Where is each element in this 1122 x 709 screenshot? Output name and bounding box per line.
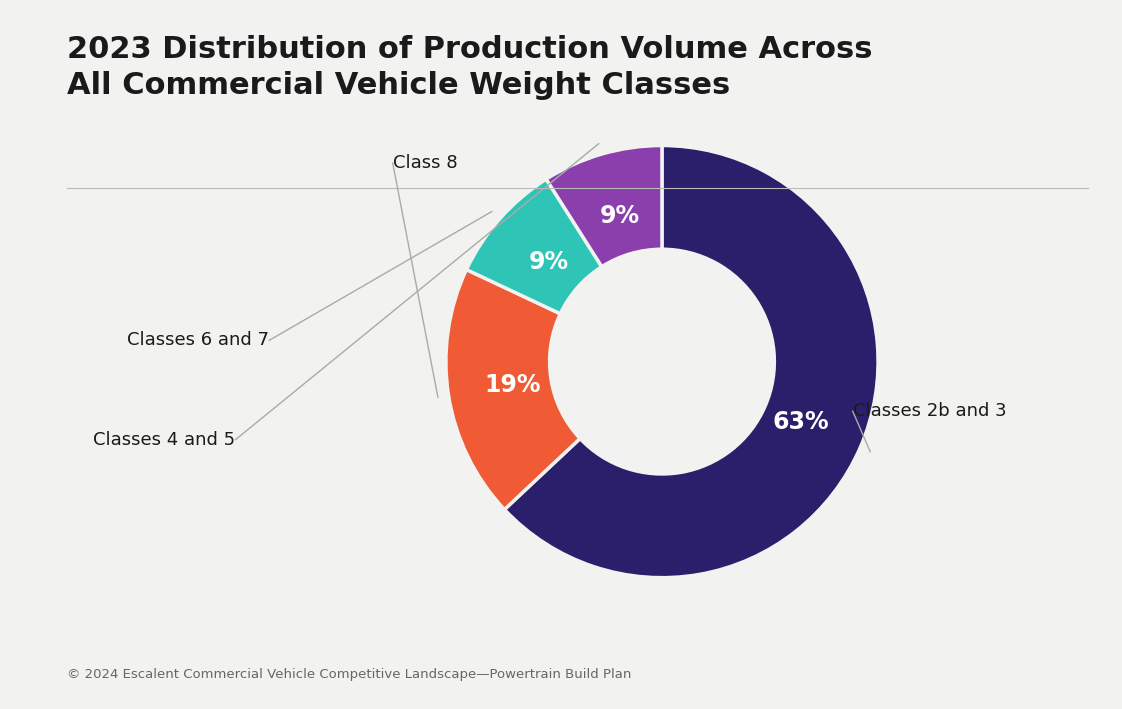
Text: 63%: 63% (772, 410, 829, 434)
Text: Classes 2b and 3: Classes 2b and 3 (853, 402, 1006, 420)
Wedge shape (505, 145, 879, 578)
Wedge shape (546, 145, 662, 267)
Text: Classes 6 and 7: Classes 6 and 7 (127, 331, 269, 350)
Text: 2023 Distribution of Production Volume Across
All Commercial Vehicle Weight Clas: 2023 Distribution of Production Volume A… (67, 35, 873, 101)
Text: 19%: 19% (485, 373, 541, 397)
Text: 9%: 9% (528, 250, 569, 274)
Text: © 2024 Escalent Commercial Vehicle Competitive Landscape—Powertrain Build Plan: © 2024 Escalent Commercial Vehicle Compe… (67, 668, 632, 681)
Text: 9%: 9% (600, 204, 640, 228)
Wedge shape (467, 179, 601, 314)
Text: Classes 4 and 5: Classes 4 and 5 (93, 430, 236, 449)
Text: Class 8: Class 8 (393, 154, 458, 172)
Wedge shape (445, 269, 580, 510)
